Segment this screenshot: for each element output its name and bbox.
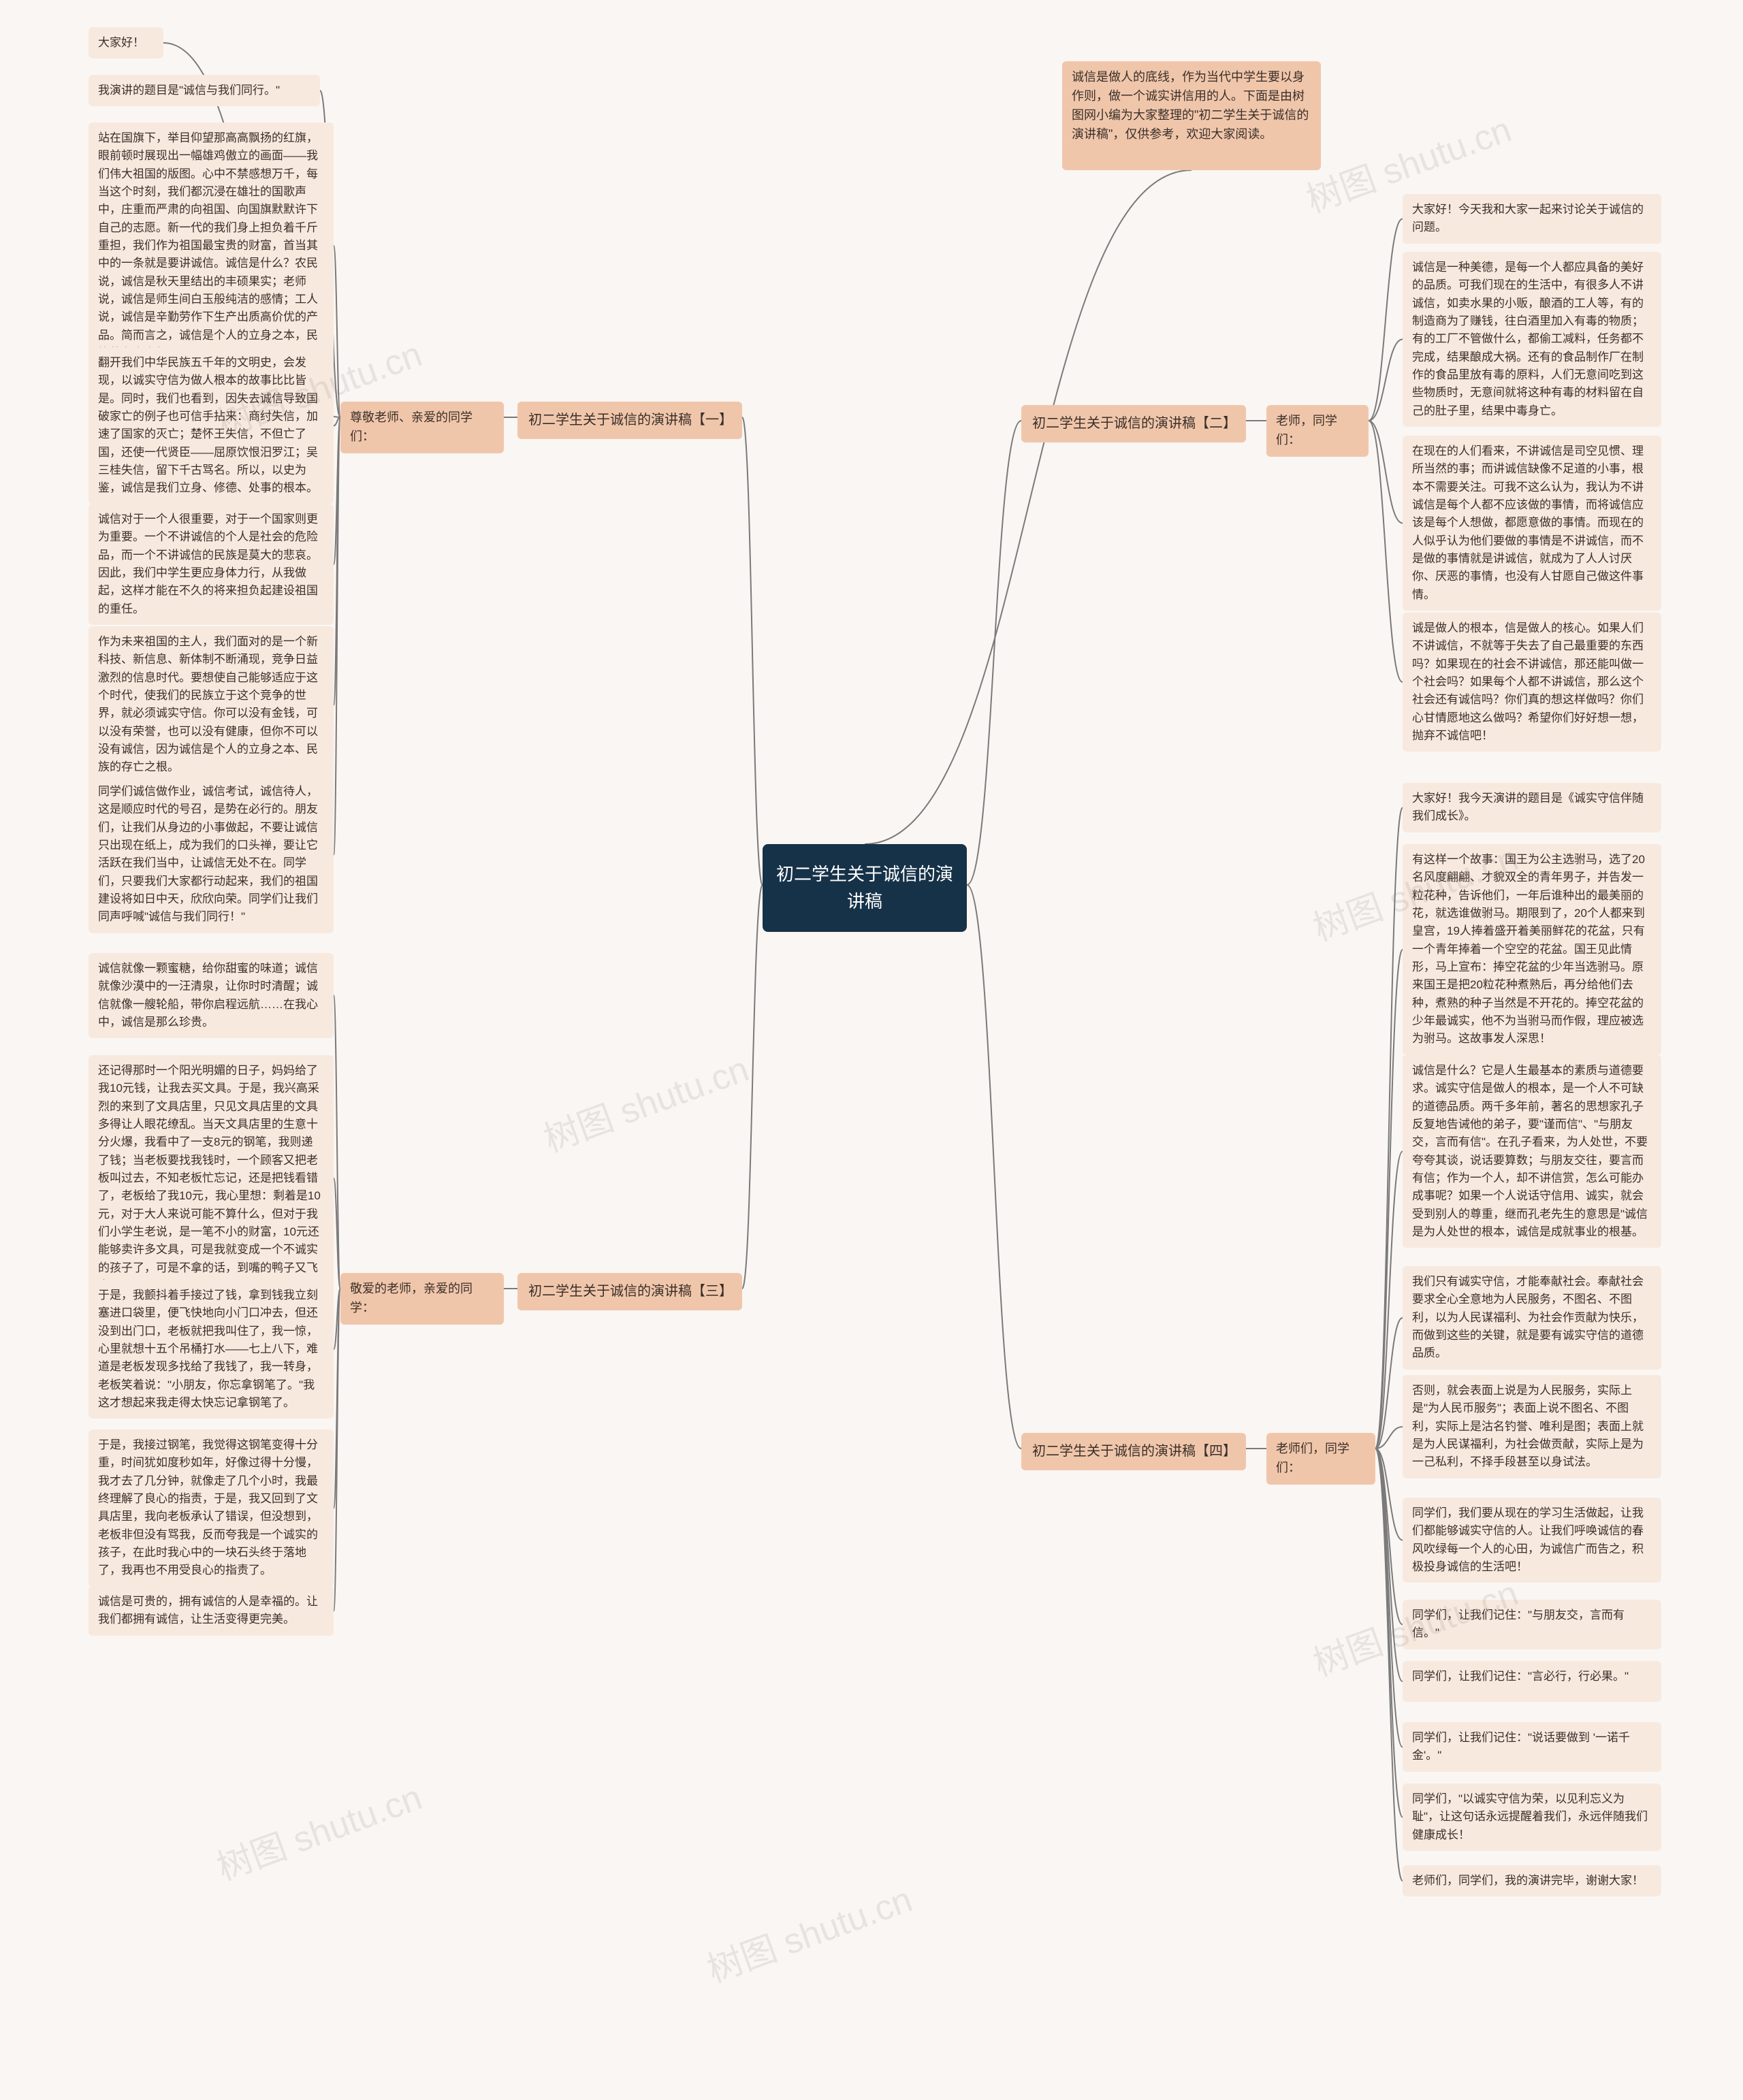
branch-3: 初二学生关于诚信的演讲稿【三】 xyxy=(517,1273,742,1310)
branch3-leaf-3: 于是，我接过钢笔，我觉得这钢笔变得十分重，时间犹如度秒如年，好像过得十分慢，我才… xyxy=(89,1429,334,1587)
branch1-leaf-6: 同学们诚信做作业，诚信考试，诚信待人，这是顺应时代的号召，是势在必行的。朋友们，… xyxy=(89,776,334,933)
branch1-leaf-4: 诚信对于一个人很重要，对于一个国家则更为重要。一个不讲诚信的个人是社会的危险品，… xyxy=(89,504,334,625)
watermark-6: 树图 shutu.cn xyxy=(699,1871,918,1992)
branch-2-sub: 老师，同学们： xyxy=(1266,405,1369,457)
branch4-leaf-2: 诚信是什么？它是人生最基本的素质与道德要求。诚实守信是做人的根本，是一个人不可缺… xyxy=(1403,1055,1661,1248)
branch4-leaf-6: 同学们，让我们记住："与朋友交，言而有信。" xyxy=(1403,1600,1661,1649)
branch4-leaf-3: 我们只有诚实守信，才能奉献社会。奉献社会要求全心全意地为人民服务，不图名、不图利… xyxy=(1403,1266,1661,1370)
branch-4: 初二学生关于诚信的演讲稿【四】 xyxy=(1021,1433,1246,1470)
branch2-leaf-2: 在现在的人们看来，不讲诚信是司空见惯、理所当然的事；而讲诚信缺像不足道的小事，根… xyxy=(1403,436,1661,611)
branch2-leaf-1: 诚信是一种美德，是每一个人都应具备的美好的品质。可我们现在的生活中，有很多人不讲… xyxy=(1403,252,1661,427)
intro-node: 诚信是做人的底线，作为当代中学生要以身作则，做一个诚实讲信用的人。下面是由树图网… xyxy=(1062,61,1321,170)
branch-2: 初二学生关于诚信的演讲稿【二】 xyxy=(1021,405,1246,442)
branch4-leaf-4: 否则，就会表面上说是为人民服务，实际上是"为人民币服务"；表面上说不图名、不图利… xyxy=(1403,1375,1661,1479)
watermark-4: 树图 shutu.cn xyxy=(209,1768,428,1890)
branch2-leaf-0: 大家好！今天我和大家一起来讨论关于诚信的问题。 xyxy=(1403,194,1661,244)
branch-3-sub: 敬爱的老师，亲爱的同学： xyxy=(340,1273,504,1325)
branch3-leaf-4: 诚信是可贵的，拥有诚信的人是幸福的。让我们都拥有诚信，让生活变得更完美。 xyxy=(89,1586,334,1636)
branch1-leaf-1: 我演讲的题目是"诚信与我们同行。" xyxy=(89,75,320,106)
branch-1-sub: 尊敬老师、亲爱的同学们： xyxy=(340,402,504,453)
branch3-leaf-0: 诚信就像一颗蜜糖，给你甜蜜的味道；诚信就像沙漠中的一汪清泉，让你时时清醒；诚信就… xyxy=(89,953,334,1038)
branch2-leaf-3: 诚是做人的根本，信是做人的核心。如果人们不讲诚信，不就等于失去了自己最重要的东西… xyxy=(1403,613,1661,752)
branch4-leaf-1: 有这样一个故事：国王为公主选驸马，选了20名风度翩翩、才貌双全的青年男子，并告发… xyxy=(1403,844,1661,1055)
branch1-leaf-3: 翻开我们中华民族五千年的文明史，会发现，以诚实守信为做人根本的故事比比皆是。同时… xyxy=(89,347,334,504)
center-node: 初二学生关于诚信的演讲稿 xyxy=(763,844,967,932)
branch4-leaf-5: 同学们，我们要从现在的学习生活做起，让我们都能够诚实守信的人。让我们呼唤诚信的春… xyxy=(1403,1498,1661,1583)
branch4-leaf-8: 同学们，让我们记住："说话要做到 '一诺千金'。" xyxy=(1403,1722,1661,1772)
branch4-leaf-0: 大家好！我今天演讲的题目是《诚实守信伴随我们成长》。 xyxy=(1403,783,1661,833)
branch4-leaf-9: 同学们，"以诚实守信为荣，以见利忘义为耻"，让这句话永远提醒着我们，永远伴随我们… xyxy=(1403,1783,1661,1851)
branch3-leaf-1: 还记得那时一个阳光明媚的日子，妈妈给了我10元钱，让我去买文具。于是，我兴高采烈… xyxy=(89,1055,334,1302)
branch1-leaf-2: 站在国旗下，举目仰望那高高飘扬的红旗，眼前顿时展现出一幅雄鸡傲立的画面——我们伟… xyxy=(89,123,334,369)
branch-1: 初二学生关于诚信的演讲稿【一】 xyxy=(517,402,742,439)
branch1-leaf-5: 作为未来祖国的主人，我们面对的是一个新科技、新信息、新体制不断涌现，竞争日益激烈… xyxy=(89,626,334,784)
branch1-leaf-0: 大家好！ xyxy=(89,27,163,59)
branch-4-sub: 老师们，同学们： xyxy=(1266,1433,1375,1485)
branch3-leaf-2: 于是，我颤抖着手接过了钱，拿到钱我立刻塞进口袋里，便飞快地向小门口冲去，但还没到… xyxy=(89,1280,334,1419)
branch4-leaf-10: 老师们，同学们，我的演讲完毕，谢谢大家！ xyxy=(1403,1865,1661,1896)
branch4-leaf-7: 同学们，让我们记住："言必行，行必果。" xyxy=(1403,1661,1661,1702)
watermark-2: 树图 shutu.cn xyxy=(536,1040,755,1161)
